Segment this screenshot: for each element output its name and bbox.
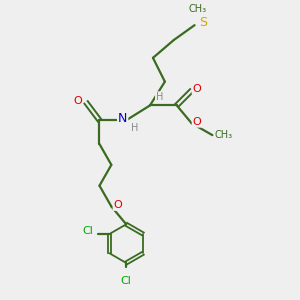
Text: Cl: Cl	[121, 276, 132, 286]
Text: O: O	[193, 117, 201, 127]
Text: O: O	[193, 84, 201, 94]
Text: H: H	[156, 92, 163, 102]
Text: O: O	[113, 200, 122, 210]
Text: Cl: Cl	[82, 226, 93, 236]
Text: CH₃: CH₃	[188, 4, 207, 14]
Text: S: S	[199, 16, 207, 29]
Text: CH₃: CH₃	[214, 130, 233, 140]
Text: H: H	[131, 123, 138, 133]
Text: N: N	[118, 112, 127, 125]
Text: O: O	[74, 96, 82, 106]
